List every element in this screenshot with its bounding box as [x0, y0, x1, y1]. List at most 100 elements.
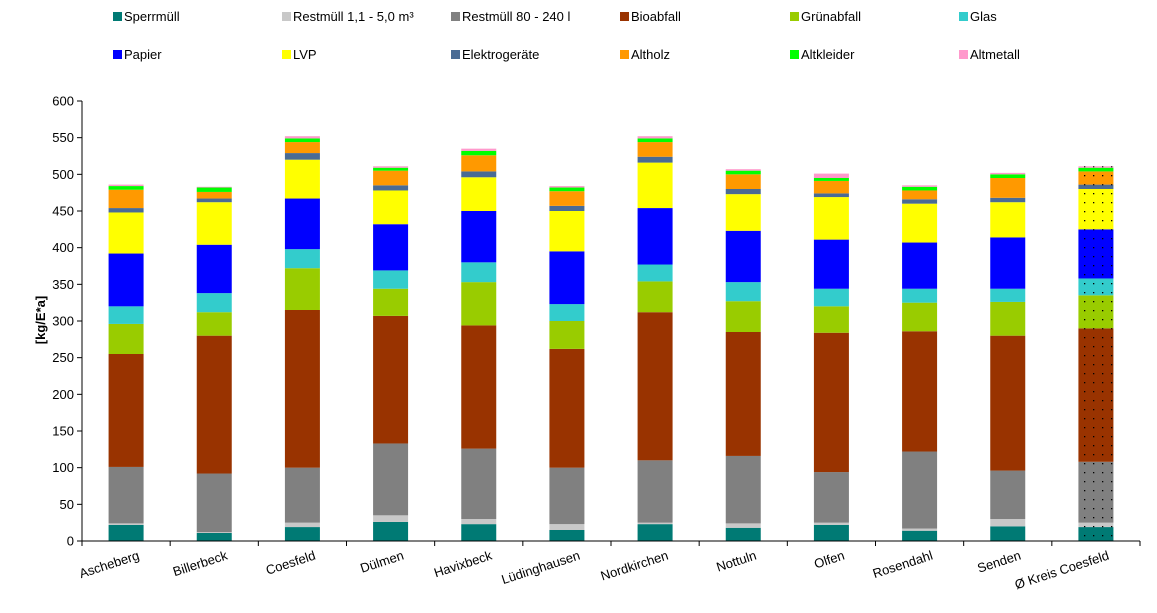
x-tick-label-rosendahl: Rosendahl [871, 548, 935, 582]
bar-ascheberg-glas [108, 306, 144, 324]
bar-pattern-glas [1078, 278, 1114, 296]
bar-stack-ascheberg [108, 184, 144, 541]
bar-duelmen-restmuell-1-1-5-0-m3 [373, 515, 409, 522]
bar-stack-luedinghausen [549, 186, 585, 541]
bar-senden-restmuell-1-1-5-0-m3 [990, 519, 1026, 527]
y-tick-label-200: 200 [52, 387, 74, 402]
bar-coesfeld-gruenabfall [284, 268, 320, 310]
bar-havixbeck-restmuell-1-1-5-0-m3 [461, 519, 497, 525]
bar-ascheberg-papier [108, 253, 144, 307]
y-tick-label-300: 300 [52, 314, 74, 329]
bar-pattern-gruenabfall [1078, 295, 1114, 329]
bar-senden-glas [990, 288, 1026, 302]
bar-havixbeck-altkleider [461, 150, 497, 156]
bar-nordkirchen-glas [637, 264, 673, 282]
bar-duelmen-gruenabfall [373, 288, 409, 316]
legend-swatch-altmetall [959, 50, 968, 59]
x-tick-label-senden: Senden [975, 548, 1022, 576]
bar-stack-havixbeck [461, 148, 497, 541]
bar-luedinghausen-restmuell-1-1-5-0-m3 [549, 524, 585, 530]
legend-swatch-restmuell-1-1-5-0-m3 [282, 12, 291, 21]
bar-nottuln-altholz [725, 174, 761, 189]
bar-nordkirchen-altholz [637, 142, 673, 157]
bar-coesfeld-glas [284, 249, 320, 269]
bar-billerbeck-glas [196, 293, 232, 313]
bar-luedinghausen-altmetall [549, 186, 585, 188]
bar-duelmen-altkleider [373, 167, 409, 171]
bar-pattern-bioabfall [1078, 328, 1114, 462]
bar-stack-nottuln [725, 169, 761, 541]
bar-pattern-altmetall [1078, 166, 1114, 168]
bar-rosendahl-altmetall [902, 185, 938, 187]
bar-billerbeck-altholz [196, 191, 232, 199]
bar-coesfeld-sperrmuell [284, 527, 320, 541]
bar-nordkirchen-gruenabfall [637, 281, 673, 313]
y-axis-label: [kg/E*a] [33, 296, 48, 344]
bar-luedinghausen-altholz [549, 191, 585, 206]
legend-label-glas: Glas [970, 9, 997, 24]
bar-nottuln-altmetall [725, 169, 761, 171]
bar-coesfeld-restmuell-80-240-l [284, 467, 320, 523]
bar-havixbeck-glas [461, 262, 497, 283]
bar-billerbeck-altkleider [196, 187, 232, 192]
legend-item-lvp: LVP [282, 47, 317, 62]
bar-stack-oe-kreis-coesfeld [1078, 166, 1114, 541]
bar-nordkirchen-sperrmuell [637, 524, 673, 541]
legend-label-altholz: Altholz [631, 47, 670, 62]
legend-item-restmuell-80-240-l: Restmüll 80 - 240 l [451, 9, 570, 24]
bar-havixbeck-bioabfall [461, 325, 497, 449]
bar-luedinghausen-restmuell-80-240-l [549, 467, 585, 525]
legend-item-glas: Glas [959, 9, 997, 24]
bar-ascheberg-sperrmuell [108, 524, 144, 541]
bar-duelmen-elektrogeraete [373, 185, 409, 191]
bar-olfen-altkleider [813, 178, 849, 181]
bar-nottuln-restmuell-1-1-5-0-m3 [725, 523, 761, 528]
bar-pattern-altholz [1078, 171, 1114, 185]
legend-item-altmetall: Altmetall [959, 47, 1020, 62]
y-tick-label-550: 550 [52, 130, 74, 145]
bar-rosendahl-elektrogeraete [902, 199, 938, 204]
bar-rosendahl-glas [902, 288, 938, 303]
bar-senden-lvp [990, 202, 1026, 238]
legend-item-altholz: Altholz [620, 47, 670, 62]
y-axis: 0 50 100 150 200 250 300 350 400 450 500 550 600 [52, 94, 83, 549]
bar-senden-bioabfall [990, 335, 1026, 471]
bar-rosendahl-gruenabfall [902, 302, 938, 332]
bar-luedinghausen-sperrmuell [549, 530, 585, 541]
legend-swatch-sperrmuell [113, 12, 122, 21]
bar-nordkirchen-lvp [637, 162, 673, 209]
bar-senden-restmuell-80-240-l [990, 470, 1026, 519]
bar-nottuln-restmuell-80-240-l [725, 455, 761, 524]
bar-nordkirchen-elektrogeraete [637, 156, 673, 163]
bar-luedinghausen-gruenabfall [549, 321, 585, 349]
bar-senden-sperrmuell [990, 526, 1026, 541]
bar-senden-altkleider [990, 174, 1026, 178]
bar-olfen-altmetall [813, 173, 849, 178]
bar-billerbeck-sperrmuell [196, 532, 232, 541]
bar-nottuln-altkleider [725, 170, 761, 175]
legend-label-altkleider: Altkleider [801, 47, 855, 62]
y-tick-label-600: 600 [52, 94, 74, 109]
legend-label-altmetall: Altmetall [970, 47, 1020, 62]
y-tick-label-250: 250 [52, 350, 74, 365]
legend-item-elektrogeraete: Elektrogeräte [451, 47, 539, 62]
x-tick-label-oe-kreis-coesfeld: Ø Kreis Coesfeld [1013, 548, 1111, 593]
bar-coesfeld-lvp [284, 159, 320, 199]
bar-ascheberg-altmetall [108, 184, 144, 187]
bar-luedinghausen-papier [549, 251, 585, 305]
bar-billerbeck-restmuell-1-1-5-0-m3 [196, 532, 232, 533]
bar-luedinghausen-altkleider [549, 187, 585, 192]
legend-label-lvp: LVP [293, 47, 317, 62]
bar-pattern-restmuell-1-1-5-0-m3 [1078, 522, 1114, 528]
bar-rosendahl-bioabfall [902, 331, 938, 452]
legend-swatch-lvp [282, 50, 291, 59]
bar-nordkirchen-restmuell-1-1-5-0-m3 [637, 522, 673, 525]
bar-coesfeld-altholz [284, 142, 320, 154]
legend-label-restmuell-1-1-5-0-m3: Restmüll 1,1 - 5,0 m³ [293, 9, 414, 24]
bar-billerbeck-altmetall [196, 186, 232, 188]
bar-rosendahl-restmuell-80-240-l [902, 451, 938, 529]
bar-ascheberg-altkleider [108, 186, 144, 190]
legend-label-sperrmuell: Sperrmüll [124, 9, 180, 24]
bar-stack-billerbeck [196, 186, 232, 541]
